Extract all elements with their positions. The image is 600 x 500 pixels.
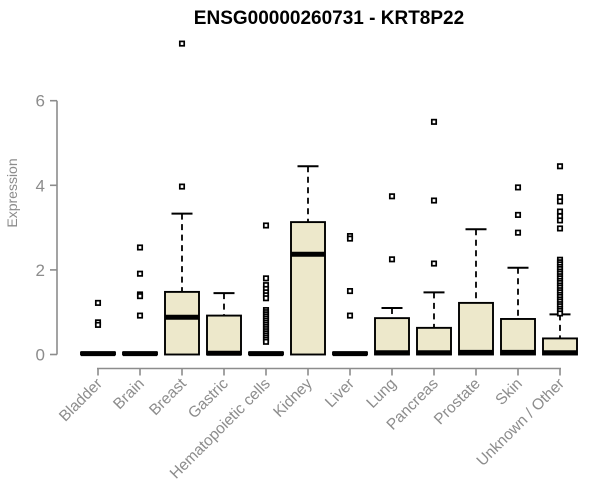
x-tick-label: Breast [146,375,190,419]
x-tick-label: Lung [363,375,399,411]
iqr-box [374,317,410,356]
x-tick-label: Liver [322,375,358,411]
y-tick-label: 2 [36,261,45,280]
x-tick-label: Skin [492,375,525,408]
outlier-point [178,183,186,190]
outlier-point [514,184,522,191]
chart-title: ENSG00000260731 - KRT8P22 [193,8,465,29]
x-tick-label: Kidney [270,375,316,421]
x-tick-label: Brain [110,375,148,413]
outlier-point [346,288,354,295]
outlier-point [262,275,270,282]
outlier-point [514,229,522,236]
outlier-point [136,312,144,319]
outlier-point [136,270,144,277]
y-tick-label: 6 [36,92,45,111]
outlier-point [346,312,354,319]
x-tick-label: Bladder [56,375,106,425]
outlier-point [556,310,564,317]
outlier-point [262,295,270,302]
iqr-box [290,221,326,356]
outlier-point [346,235,354,242]
iqr-box [206,314,242,356]
outlier-point [556,208,564,215]
outlier-point [136,293,144,300]
iqr-box [458,301,494,356]
outlier-point [430,197,438,204]
outlier-point [556,217,564,224]
outlier-point [136,244,144,251]
outlier-point [388,193,396,200]
iqr-box [164,290,200,356]
outlier-point [430,260,438,267]
outlier-point [514,211,522,218]
outlier-point [262,222,270,229]
outlier-point [94,321,102,328]
outlier-point [556,198,564,205]
outlier-point [262,338,270,345]
x-tick-label: Prostate [431,375,484,428]
iqr-box [500,318,536,356]
y-tick-label: 0 [36,346,45,365]
outlier-point [556,225,564,232]
outlier-point [430,118,438,125]
y-tick-label: 4 [36,176,45,195]
outlier-point [178,40,186,47]
outlier-point [388,256,396,263]
outlier-point [556,163,564,170]
outlier-point [94,299,102,306]
